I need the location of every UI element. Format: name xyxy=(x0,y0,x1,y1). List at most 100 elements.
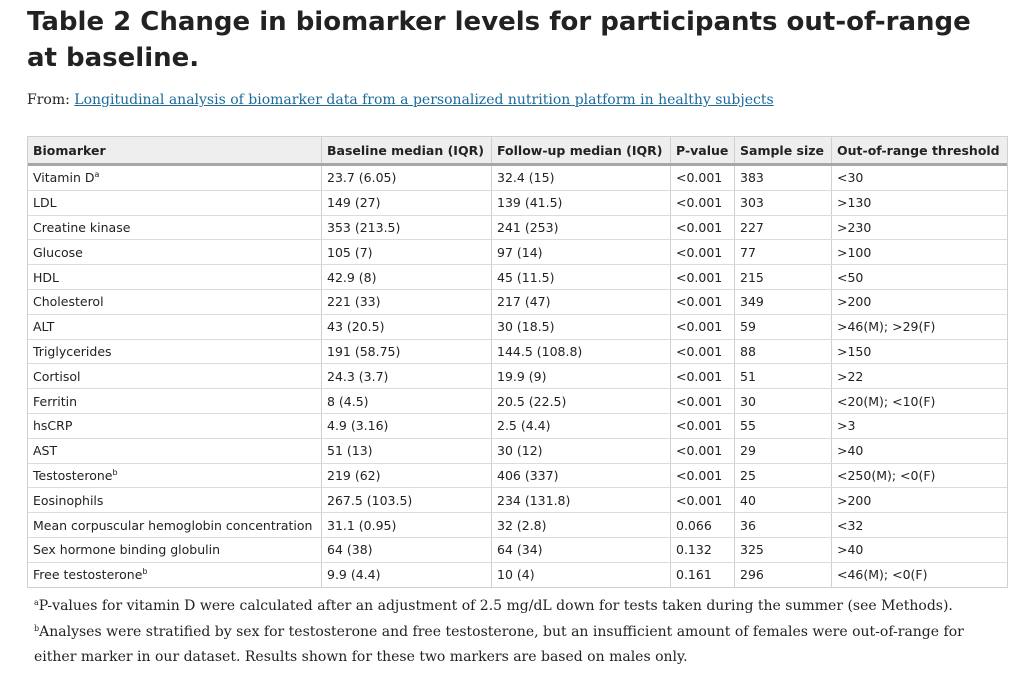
cell-threshold: >200 xyxy=(831,487,1007,514)
cell-sample-size: 40 xyxy=(734,487,832,514)
table-row: Glucose 105 (7) 97 (14) <0.001 77 >100 xyxy=(28,239,1007,266)
cell-baseline-median: 221 (33) xyxy=(321,289,492,315)
biomarker-name: Ferritin xyxy=(33,393,78,409)
cell-followup-median: 32.4 (15) xyxy=(491,164,671,191)
cell-biomarker: Cholesterol xyxy=(28,289,322,315)
cell-p-value: <0.001 xyxy=(670,215,735,241)
footnote-marker: a xyxy=(34,598,39,607)
cell-sample-size: 383 xyxy=(734,164,832,191)
source-article-link[interactable]: Longitudinal analysis of biomarker data … xyxy=(74,92,774,108)
cell-sample-size: 215 xyxy=(734,264,832,290)
cell-baseline-median: 191 (58.75) xyxy=(321,339,492,365)
cell-threshold: >22 xyxy=(831,363,1007,390)
cell-p-value: <0.001 xyxy=(670,413,735,439)
cell-baseline-median: 105 (7) xyxy=(321,239,492,266)
cell-sample-size: 59 xyxy=(734,314,832,340)
source-prefix: From: xyxy=(27,92,75,108)
cell-followup-median: 10 (4) xyxy=(491,562,671,587)
header-baseline-median: Baseline median (IQR) xyxy=(321,137,492,166)
cell-biomarker: hsCRP xyxy=(28,413,322,439)
table-row: AST 51 (13) 30 (12) <0.001 29 >40 xyxy=(28,438,1007,464)
cell-followup-median: 20.5 (22.5) xyxy=(491,388,671,414)
cell-p-value: <0.001 xyxy=(670,190,735,216)
cell-threshold: >150 xyxy=(831,339,1007,365)
cell-p-value: <0.001 xyxy=(670,363,735,390)
table-body: Vitamin Da 23.7 (6.05) 32.4 (15) <0.001 383 <… xyxy=(28,164,1007,587)
cell-biomarker: Vitamin Da xyxy=(28,164,322,191)
table-row: Sex hormone binding globulin 64 (38) 64 (3… xyxy=(28,537,1007,563)
footnote-a: aP-values for vitamin D were calculated … xyxy=(34,594,994,620)
cell-baseline-median: 267.5 (103.5) xyxy=(321,487,492,514)
cell-p-value: <0.001 xyxy=(670,339,735,365)
table-row: Mean corpuscular hemoglobin concentratio… xyxy=(28,512,1007,538)
cell-followup-median: 217 (47) xyxy=(491,289,671,315)
cell-threshold: <32 xyxy=(831,512,1007,538)
cell-threshold: <30 xyxy=(831,164,1007,191)
table-row: Ferritin 8 (4.5) 20.5 (22.5) <0.001 30 <20(M)… xyxy=(28,388,1007,414)
cell-sample-size: 325 xyxy=(734,537,832,563)
biomarker-name: Glucose xyxy=(33,244,83,260)
header-row: Biomarker Baseline median (IQR) Follow-u… xyxy=(28,137,1007,166)
cell-threshold: >40 xyxy=(831,537,1007,563)
cell-followup-median: 45 (11.5) xyxy=(491,264,671,290)
cell-p-value: 0.132 xyxy=(670,537,735,563)
cell-sample-size: 227 xyxy=(734,215,832,241)
cell-sample-size: 88 xyxy=(734,339,832,365)
cell-threshold: <20(M); <10(F) xyxy=(831,388,1007,414)
cell-biomarker: LDL xyxy=(28,190,322,216)
page-title: Table 2 Change in biomarker levels for p… xyxy=(27,7,971,73)
cell-biomarker: Eosinophils xyxy=(28,487,322,514)
cell-baseline-median: 149 (27) xyxy=(321,190,492,216)
footnote-marker: b xyxy=(142,567,148,577)
biomarker-name: Creatine kinase xyxy=(33,219,131,235)
cell-p-value: 0.161 xyxy=(670,562,735,587)
cell-sample-size: 303 xyxy=(734,190,832,216)
header-followup-median: Follow-up median (IQR) xyxy=(491,137,671,166)
cell-threshold: >130 xyxy=(831,190,1007,216)
cell-threshold: >230 xyxy=(831,215,1007,241)
cell-p-value: <0.001 xyxy=(670,239,735,266)
cell-p-value: <0.001 xyxy=(670,264,735,290)
table-header: Biomarker Baseline median (IQR) Follow-u… xyxy=(28,137,1007,166)
table-row: Free testosteroneb 9.9 (4.4) 10 (4) 0.161 29… xyxy=(28,562,1007,587)
biomarker-name: LDL xyxy=(33,195,57,211)
footnote-marker: a xyxy=(94,170,100,180)
cell-p-value: <0.001 xyxy=(670,289,735,315)
cell-p-value: <0.001 xyxy=(670,388,735,414)
cell-followup-median: 2.5 (4.4) xyxy=(491,413,671,439)
cell-baseline-median: 51 (13) xyxy=(321,438,492,464)
table-row: Testosteroneb 219 (62) 406 (337) <0.001 25 <2… xyxy=(28,463,1007,489)
table-row: Eosinophils 267.5 (103.5) 234 (131.8) <0.00… xyxy=(28,487,1007,514)
cell-baseline-median: 23.7 (6.05) xyxy=(321,164,492,191)
cell-sample-size: 55 xyxy=(734,413,832,439)
cell-p-value: <0.001 xyxy=(670,487,735,514)
cell-biomarker: Mean corpuscular hemoglobin concentratio… xyxy=(28,512,322,538)
cell-followup-median: 64 (34) xyxy=(491,537,671,563)
table-row: Creatine kinase 353 (213.5) 241 (253) <0.00… xyxy=(28,215,1007,241)
cell-sample-size: 30 xyxy=(734,388,832,414)
cell-followup-median: 30 (18.5) xyxy=(491,314,671,340)
cell-baseline-median: 4.9 (3.16) xyxy=(321,413,492,439)
cell-biomarker: Glucose xyxy=(28,239,322,266)
biomarker-name: Cortisol xyxy=(33,368,81,384)
cell-biomarker: Sex hormone binding globulin xyxy=(28,537,322,563)
cell-threshold: <46(M); <0(F) xyxy=(837,567,928,583)
cell-baseline-median: 9.9 (4.4) xyxy=(321,562,492,587)
cell-threshold: <50 xyxy=(831,264,1007,290)
table-row: LDL 149 (27) 139 (41.5) <0.001 303 >130 xyxy=(28,190,1007,216)
biomarker-name: Triglycerides xyxy=(33,343,112,359)
footnote-text: Analyses were stratified by sex for test… xyxy=(34,623,964,666)
table-row: Cortisol 24.3 (3.7) 19.9 (9) <0.001 51 >22 xyxy=(28,363,1007,390)
header-threshold: Out-of-range threshold xyxy=(831,137,1007,166)
cell-followup-median: 32 (2.8) xyxy=(491,512,671,538)
biomarker-name: Mean corpuscular hemoglobin concentratio… xyxy=(33,517,313,533)
cell-baseline-median: 64 (38) xyxy=(321,537,492,563)
cell-baseline-median: 353 (213.5) xyxy=(321,215,492,241)
header-sample-size: Sample size xyxy=(734,137,832,166)
cell-followup-median: 97 (14) xyxy=(491,239,671,266)
cell-threshold: >3 xyxy=(831,413,1007,439)
biomarker-name: HDL xyxy=(33,269,59,285)
biomarker-table: Biomarker Baseline median (IQR) Follow-u… xyxy=(28,137,1007,587)
cell-followup-median: 241 (253) xyxy=(491,215,671,241)
table-row: Vitamin Da 23.7 (6.05) 32.4 (15) <0.001 383 <… xyxy=(28,164,1007,191)
